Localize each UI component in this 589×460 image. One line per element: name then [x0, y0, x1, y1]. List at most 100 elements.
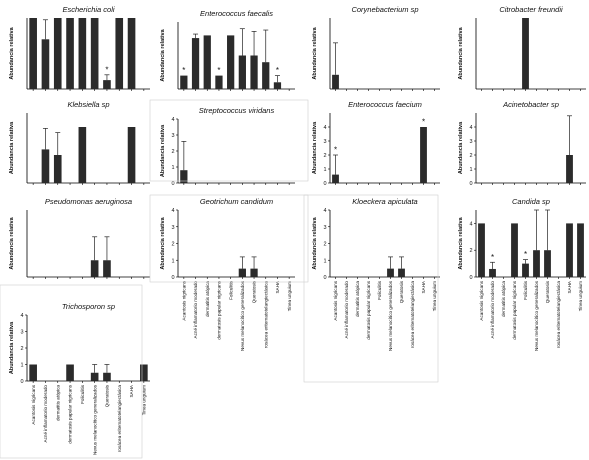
y-axis-label: Abundancia relativa	[160, 28, 166, 81]
bar	[522, 18, 529, 89]
significance-star: *	[422, 118, 425, 127]
bar	[90, 18, 99, 89]
panel-title: Pseudomonas aeruginosa	[45, 197, 132, 206]
x-tick-label: Nevus melanocítico generalizados	[388, 280, 393, 351]
y-tick-label: 4	[323, 208, 326, 214]
bar	[66, 18, 74, 89]
panel-title: Streptococcus viridans	[199, 106, 275, 115]
x-tick-label: Acantosis nigricans	[333, 280, 338, 320]
bar	[66, 364, 74, 381]
y-axis-label: Abundancia relativa	[458, 121, 464, 174]
bar	[533, 250, 540, 277]
bar	[544, 250, 551, 277]
bar	[78, 127, 87, 183]
bar	[103, 372, 111, 381]
x-tick-label: Queratosis	[399, 280, 404, 303]
bar	[41, 39, 50, 89]
y-tick-label: 2	[171, 149, 174, 155]
y-tick-label: 3	[323, 225, 326, 231]
bar	[478, 223, 485, 277]
y-tick-label: 3	[171, 133, 174, 139]
chart-panel: Citrobacter freundii Abundancia relativa	[458, 5, 586, 91]
y-tick-label: 1	[469, 167, 472, 173]
x-tick-label: rosácea eritematotelangiectásica	[410, 281, 415, 349]
x-tick-label: Tinea unguium	[287, 281, 292, 311]
bar	[250, 268, 258, 277]
x-tick-label: Queratosis	[545, 280, 550, 303]
y-tick-label: 2	[171, 242, 174, 248]
chart-panel: Streptococcus viridans Abundancia relativ…	[160, 106, 295, 187]
significance-star: *	[334, 146, 337, 155]
x-tick-label: Acné inflamatorio moderado	[43, 385, 48, 443]
panel-frame	[149, 194, 309, 283]
bar	[420, 127, 427, 183]
bar	[332, 174, 339, 183]
chart-panel: Escherichia coli Abundancia relativa *	[9, 5, 150, 91]
bar	[103, 80, 111, 89]
bar	[387, 268, 394, 277]
x-tick-label: Acné inflamatorio moderado	[193, 281, 198, 339]
panel-title: Candida sp	[512, 197, 550, 206]
panel-title: Enterococcus faecium	[348, 100, 422, 109]
bar	[90, 372, 99, 381]
panel-frame	[0, 284, 143, 459]
x-tick-label: dermatitis atópica	[355, 281, 360, 317]
bar	[103, 260, 111, 277]
y-tick-label: 3	[323, 139, 326, 145]
y-tick-label: 1	[20, 363, 23, 369]
y-tick-label: 2	[20, 346, 23, 352]
panel-title: Trichosporon sp	[62, 302, 115, 311]
y-tick-label: 4	[171, 208, 174, 214]
y-axis-label: Abundancia relativa	[160, 216, 166, 269]
y-tick-label: 4	[469, 125, 472, 131]
significance-star: *	[524, 250, 527, 259]
bar	[273, 82, 282, 89]
y-tick-label: 3	[171, 225, 174, 231]
bar	[215, 75, 223, 89]
x-tick-label: Acantosis nigricans	[181, 280, 186, 320]
significance-star: *	[491, 253, 494, 262]
bar	[398, 268, 405, 277]
x-tick-label: Nevus melanocítico generalizados	[534, 280, 539, 351]
y-tick-label: 1	[323, 167, 326, 173]
bar	[511, 223, 518, 277]
bar	[238, 55, 246, 89]
bar	[90, 260, 99, 277]
x-tick-label: Nevus melanocítico generalizados	[92, 384, 97, 455]
panel-title: Kloeckera apiculata	[352, 197, 417, 206]
x-tick-label: dermatosis papular nigricans	[217, 280, 222, 339]
y-tick-label: 0	[171, 275, 174, 281]
x-tick-label: SAHA	[129, 384, 134, 397]
y-axis-label: Abundancia relativa	[9, 321, 15, 374]
chart-panel: Trichosporon sp Abundancia relativa 4 3 2 1 0 A…	[9, 302, 150, 455]
x-tick-label: dermatosis papular nigricans	[68, 384, 73, 443]
y-axis-label: Abundancia relativa	[160, 124, 166, 177]
bar	[262, 62, 270, 89]
y-axis-label: Abundancia relativa	[312, 26, 318, 79]
bar	[115, 18, 124, 89]
y-tick-label: 2	[469, 153, 472, 159]
panel-title: Escherichia coli	[62, 5, 114, 14]
x-tick-label: SAHA	[275, 280, 280, 293]
y-tick-label: 4	[20, 313, 23, 319]
y-axis-label: Abundancia relativa	[312, 216, 318, 269]
significance-star: *	[105, 65, 108, 74]
x-tick-label: Foliculitis	[523, 280, 528, 300]
x-tick-label: SAHA	[567, 280, 572, 293]
bar	[53, 155, 62, 183]
panel-title: Geotrichum candidum	[200, 197, 273, 206]
bar	[227, 35, 235, 89]
bar	[489, 268, 496, 277]
y-tick-label: 0	[323, 275, 326, 281]
x-tick-label: dermatitis atópica	[55, 385, 60, 421]
y-tick-label: 1	[323, 258, 326, 264]
bar	[78, 18, 87, 89]
bar	[332, 74, 339, 89]
y-tick-label: 1	[171, 165, 174, 171]
y-tick-label: 0	[171, 181, 174, 187]
x-tick-label: Foliculitis	[228, 280, 233, 300]
bar	[127, 18, 136, 89]
y-axis-label: Abundancia relativa	[9, 26, 15, 79]
x-tick-label: dermatosis papular nigricans	[512, 280, 517, 339]
x-tick-label: Nevus melanocítico generalizados	[240, 280, 245, 351]
